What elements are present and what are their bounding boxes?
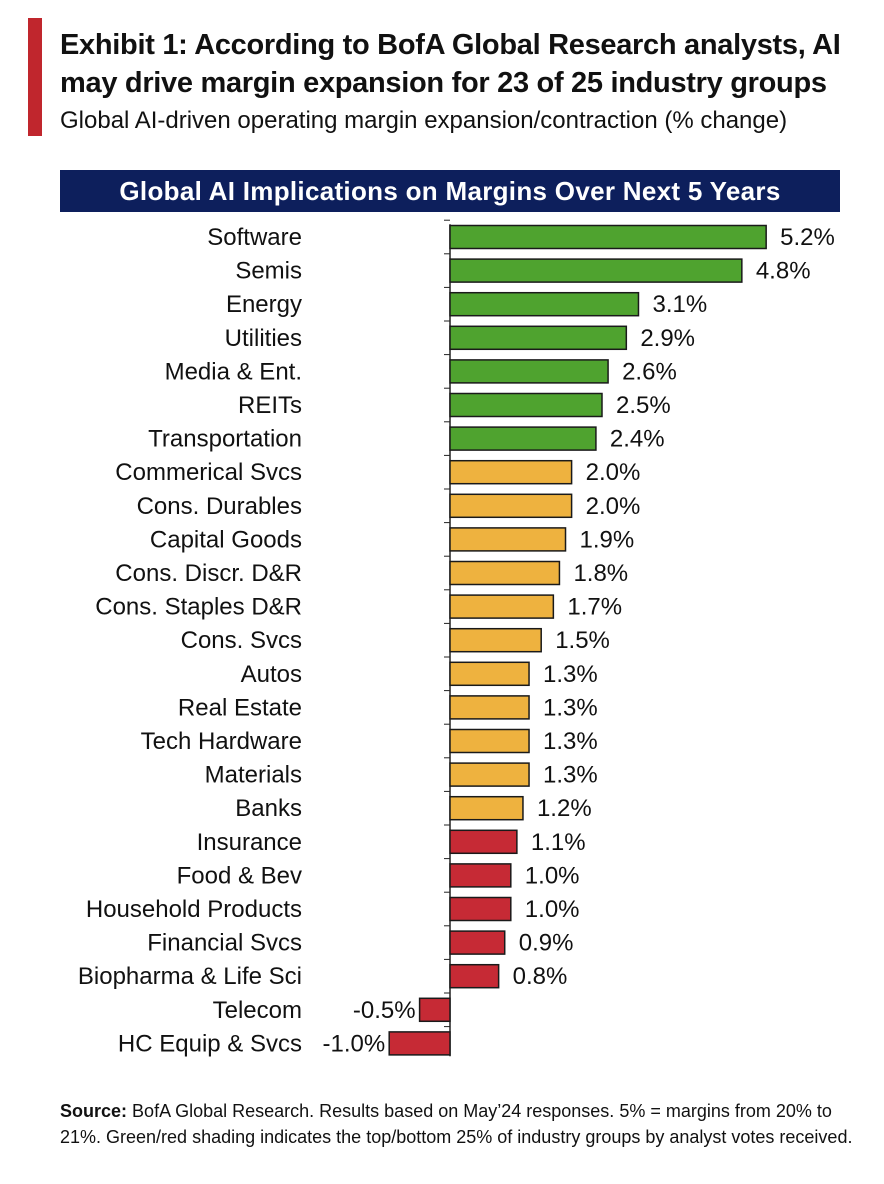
bar-capital-goods (449, 527, 567, 552)
exhibit-title: Exhibit 1: According to BofA Global Rese… (60, 29, 841, 99)
bar-media-ent (449, 359, 609, 384)
bar-telecom (418, 997, 451, 1023)
category-label: Banks (235, 795, 302, 822)
category-label: HC Equip & Svcs (118, 1030, 302, 1057)
exhibit-subtitle: Global AI-driven operating margin expans… (60, 107, 788, 134)
category-label: Utilities (225, 325, 302, 352)
value-label: 1.0% (525, 862, 580, 889)
value-label: 1.3% (543, 661, 598, 688)
bar-semis (449, 258, 743, 283)
accent-bar (28, 18, 42, 136)
bar-software (449, 224, 767, 250)
bar-transportation (449, 426, 597, 451)
category-label: Transportation (148, 426, 302, 453)
bar-autos (449, 661, 530, 687)
value-label: 1.1% (531, 829, 586, 856)
category-label: Cons. Discr. D&R (115, 560, 302, 587)
value-label: -0.5% (353, 997, 416, 1024)
bar-utilities (449, 325, 628, 351)
bar-energy (449, 291, 640, 317)
value-label: 1.3% (543, 728, 598, 755)
value-label: 3.1% (652, 291, 707, 318)
bar-chart: Software 5.2% Semis 4.8% Energy 3.1% Utilities… (78, 219, 835, 1057)
category-label: Semis (235, 258, 302, 285)
category-label: Real Estate (178, 694, 302, 721)
value-label: 2.6% (622, 358, 677, 385)
bar-insurance (449, 829, 518, 855)
category-label: REITs (238, 392, 302, 419)
category-label: Cons. Staples D&R (95, 594, 302, 621)
value-label: 2.4% (610, 426, 665, 453)
category-label: Telecom (213, 997, 302, 1024)
source-note: Source: BofA Global Research. Results ba… (60, 1098, 860, 1150)
bar-cons-discr-d-r (449, 560, 561, 586)
value-label: 1.3% (543, 694, 598, 721)
value-label: 0.8% (513, 963, 568, 990)
bar-financial-svcs (449, 930, 506, 955)
category-label: Software (207, 224, 302, 251)
category-label: Cons. Durables (137, 493, 302, 520)
bar-real-estate (449, 695, 530, 720)
value-label: 5.2% (780, 224, 835, 251)
category-label: Financial Svcs (147, 930, 302, 957)
category-label: Materials (205, 762, 302, 789)
value-label: -1.0% (322, 1030, 385, 1057)
category-label: Commerical Svcs (115, 459, 302, 486)
value-label: 2.5% (616, 392, 671, 419)
bar-food-bev (449, 863, 512, 888)
bar-tech-hardware (449, 728, 530, 754)
category-label: Autos (241, 661, 302, 688)
category-label: Cons. Svcs (181, 627, 302, 654)
category-label: Biopharma & Life Sci (78, 963, 302, 990)
value-label: 1.0% (525, 896, 580, 923)
value-label: 1.7% (567, 594, 622, 621)
bar-cons-svcs (449, 627, 542, 653)
value-label: 4.8% (756, 258, 811, 285)
category-label: Energy (226, 291, 302, 318)
category-label: Media & Ent. (165, 358, 302, 385)
value-label: 1.5% (555, 627, 610, 654)
bar-cons-durables (449, 493, 573, 519)
value-label: 2.9% (640, 325, 695, 352)
category-label: Tech Hardware (141, 728, 302, 755)
source-label: Source: (60, 1101, 128, 1121)
source-text: BofA Global Research. Results based on M… (60, 1101, 853, 1147)
value-label: 1.9% (580, 526, 635, 553)
bar-cons-staples-d-r (449, 594, 555, 619)
bar-biopharma-life-sci (449, 963, 500, 989)
bar-materials (449, 762, 530, 787)
category-label: Food & Bev (177, 862, 302, 889)
bar-commerical-svcs (449, 459, 573, 485)
value-label: 1.2% (537, 795, 592, 822)
category-label: Household Products (86, 896, 302, 923)
value-label: 0.9% (519, 930, 574, 957)
bar-hc-equip-svcs (388, 1031, 451, 1056)
chart-banner: Global AI Implications on Margins Over N… (60, 170, 840, 212)
bar-household-products (449, 896, 512, 922)
bar-reits (449, 392, 603, 418)
category-label: Insurance (197, 829, 302, 856)
category-label: Capital Goods (150, 526, 302, 553)
value-label: 2.0% (586, 493, 641, 520)
value-label: 1.3% (543, 762, 598, 789)
value-label: 1.8% (573, 560, 628, 587)
bar-banks (449, 795, 524, 821)
value-label: 2.0% (586, 459, 641, 486)
